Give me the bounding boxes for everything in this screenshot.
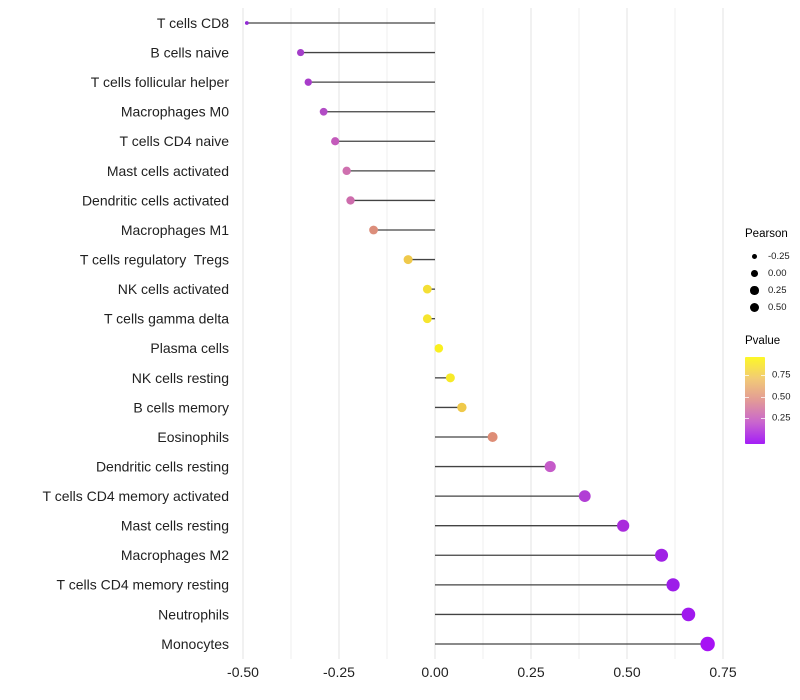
- y-axis-label: T cells regulatory Tregs: [80, 251, 229, 267]
- data-point: [319, 107, 328, 116]
- pearson-legend-title: Pearson: [745, 228, 788, 240]
- x-axis-label: 0.50: [613, 664, 640, 680]
- y-axis-label: Macrophages M1: [121, 222, 229, 238]
- data-point: [403, 255, 413, 265]
- pearson-legend-item: 0.00: [745, 265, 790, 282]
- pvalue-color-legend: Pvalue 0.75 0.50 0.25: [745, 335, 791, 444]
- pearson-size-legend: Pearson -0.25 0.00 0.25 0.50: [745, 228, 790, 316]
- legend-dot-column: [745, 302, 764, 313]
- pvalue-tick-mark: [745, 396, 749, 398]
- data-point: [369, 225, 378, 235]
- legend-size-dot-icon: [750, 286, 759, 295]
- y-axis-label: NK cells resting: [132, 370, 229, 386]
- legend-size-label: 0.00: [768, 268, 787, 279]
- data-point: [681, 607, 696, 622]
- pvalue-tick-mark: [745, 418, 749, 420]
- y-axis-label: Eosinophils: [157, 429, 229, 445]
- x-axis-label: 0.00: [421, 664, 448, 680]
- x-axis-label: -0.50: [227, 664, 259, 680]
- y-axis-label: Mast cells activated: [107, 163, 229, 179]
- y-axis-label: B cells memory: [133, 399, 229, 415]
- pearson-legend-items: -0.25 0.00 0.25 0.50: [745, 248, 790, 316]
- data-point: [331, 137, 340, 146]
- pvalue-colorbar: [745, 357, 765, 444]
- legend-dot-column: [745, 270, 764, 277]
- data-point: [244, 21, 249, 25]
- data-point: [666, 578, 680, 592]
- y-axis-label: Monocytes: [161, 636, 229, 652]
- legend-size-label: -0.25: [768, 251, 790, 262]
- data-point: [342, 166, 351, 176]
- pvalue-tick-mark: [761, 396, 765, 398]
- pvalue-colorbar-wrap: 0.75 0.50 0.25: [745, 357, 791, 444]
- y-axis-label: Dendritic cells resting: [96, 458, 229, 474]
- data-point: [434, 343, 444, 353]
- data-point: [578, 490, 591, 503]
- data-point: [304, 78, 312, 86]
- data-point: [617, 519, 630, 532]
- data-point: [700, 636, 715, 652]
- pvalue-tick-label: 0.75: [772, 369, 791, 381]
- pvalue-tick-mark: [745, 375, 749, 377]
- y-axis-label: T cells CD4 memory activated: [43, 488, 229, 504]
- pvalue-tick-label: 0.50: [772, 391, 791, 403]
- legend-size-dot-icon: [749, 302, 760, 313]
- legend-size-dot-icon: [751, 270, 758, 277]
- x-axis-label: 0.25: [517, 664, 544, 680]
- y-axis-label: T cells CD4 memory resting: [57, 577, 229, 593]
- y-axis-label: Plasma cells: [150, 340, 229, 356]
- pearson-legend-item: 0.25: [745, 282, 790, 299]
- pvalue-tick-label: 0.25: [772, 412, 791, 424]
- y-axis-label: Dendritic cells activated: [82, 192, 229, 208]
- x-axis-label: 0.75: [709, 664, 736, 680]
- pvalue-tick-mark: [761, 375, 765, 377]
- pearson-legend-item: 0.50: [745, 299, 790, 316]
- y-axis-label: Neutrophils: [158, 606, 229, 622]
- data-point: [457, 402, 467, 413]
- y-axis-label: NK cells activated: [118, 281, 229, 297]
- legend-size-label: 0.50: [768, 302, 787, 313]
- data-point: [422, 284, 432, 294]
- data-point: [346, 196, 355, 205]
- data-point: [544, 460, 556, 473]
- y-axis-label: Macrophages M0: [121, 104, 229, 120]
- legend-dot-column: [745, 253, 764, 260]
- data-point: [655, 548, 669, 562]
- y-axis-label: Macrophages M2: [121, 547, 229, 563]
- pearson-legend-item: -0.25: [745, 248, 790, 265]
- data-point: [487, 431, 498, 442]
- y-axis-label: T cells CD8: [157, 15, 229, 31]
- y-axis-label: Mast cells resting: [121, 518, 229, 534]
- y-axis-label: T cells CD4 naive: [120, 133, 230, 149]
- data-point: [297, 48, 305, 57]
- pvalue-legend-title: Pvalue: [745, 335, 781, 347]
- y-axis-label: T cells follicular helper: [91, 74, 230, 90]
- pvalue-tick-mark: [761, 418, 765, 420]
- legend-size-label: 0.25: [768, 285, 787, 296]
- y-axis-label: T cells gamma delta: [104, 311, 229, 327]
- data-point: [422, 314, 432, 324]
- y-axis-label: B cells naive: [150, 44, 229, 60]
- legend-size-dot-icon: [751, 253, 758, 260]
- legend-dot-column: [745, 286, 764, 295]
- data-point: [445, 373, 455, 383]
- x-axis-label: -0.25: [323, 664, 355, 680]
